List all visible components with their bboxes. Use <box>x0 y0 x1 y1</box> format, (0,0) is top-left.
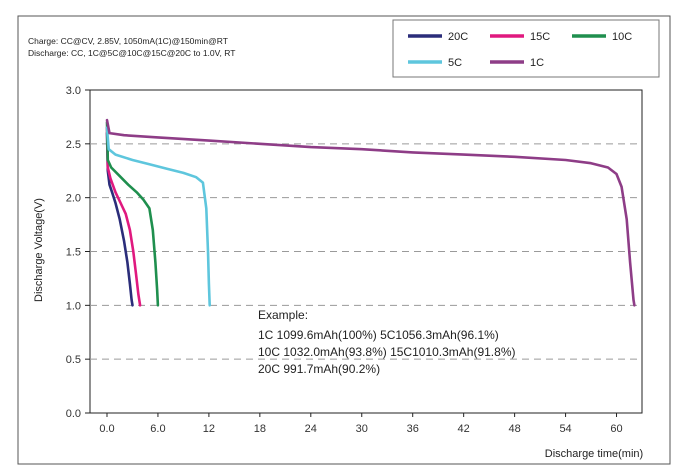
x-tick-label: 18 <box>254 423 266 435</box>
grid <box>90 143 642 360</box>
x-tick-label: 24 <box>305 423 317 435</box>
x-tick-label: 30 <box>356 423 368 435</box>
series-line-5c <box>105 126 211 307</box>
annotation-line-2: 10C 1032.0mAh(93.8%) 15C1010.3mAh(91.8%) <box>258 345 515 359</box>
y-axis-ticks: 0.0 0.5 1.0 1.5 2.0 2.5 3.0 <box>66 85 90 420</box>
y-tick-label: 1.5 <box>66 247 81 259</box>
y-tick-label: 0.5 <box>66 354 81 366</box>
y-axis-label: Discharge Voltage(V) <box>33 198 45 302</box>
discharge-condition: Discharge: CC, 1C@5C@10C@15C@20C to 1.0V… <box>28 48 235 58</box>
x-tick-label: 0.0 <box>99 423 114 435</box>
x-tick-label: 42 <box>458 423 470 435</box>
series-lines <box>105 118 636 307</box>
charge-condition: Charge: CC@CV, 2.85V, 1050mA(1C)@150min@… <box>28 36 228 46</box>
series-line-15c <box>105 126 142 307</box>
legend-label-1c: 1C <box>530 57 544 69</box>
x-tick-label: 60 <box>610 423 622 435</box>
x-tick-label: 54 <box>559 423 571 435</box>
outer-frame <box>17 15 671 465</box>
legend: 20C 15C 10C 5C 1C <box>408 31 632 69</box>
legend-label-5c: 5C <box>448 57 462 69</box>
legend-label-20c: 20C <box>448 31 468 43</box>
annotation-title: Example: <box>258 308 308 322</box>
legend-label-15c: 15C <box>530 31 550 43</box>
y-tick-label: 0.0 <box>66 408 81 420</box>
y-tick-label: 2.0 <box>66 193 81 205</box>
y-tick-label: 2.5 <box>66 139 81 151</box>
legend-label-10c: 10C <box>612 31 632 43</box>
series-line-10c <box>105 121 160 307</box>
x-tick-label: 36 <box>407 423 419 435</box>
x-tick-label: 12 <box>203 423 215 435</box>
x-tick-label: 6.0 <box>150 423 165 435</box>
legend-box <box>392 19 660 78</box>
annotation-line-1: 1C 1099.6mAh(100%) 5C1056.3mAh(96.1%) <box>258 328 499 342</box>
series-line-20c <box>105 131 134 307</box>
x-tick-label: 48 <box>508 423 520 435</box>
y-tick-label: 1.0 <box>66 300 81 312</box>
y-tick-label: 3.0 <box>66 85 81 97</box>
annotation-line-3: 20C 991.7mAh(90.2%) <box>258 362 380 376</box>
x-axis-label: Discharge time(min) <box>545 448 643 460</box>
series-line-1c <box>105 118 636 307</box>
x-axis-ticks: 0.0 6.0 12 18 24 30 36 42 48 54 60 <box>99 413 623 435</box>
